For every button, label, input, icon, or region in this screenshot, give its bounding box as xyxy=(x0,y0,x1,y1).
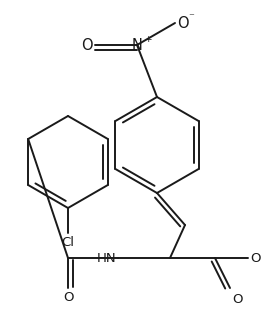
Text: OH: OH xyxy=(250,251,261,265)
Text: O: O xyxy=(232,293,242,306)
Text: O: O xyxy=(81,38,93,52)
Text: +: + xyxy=(144,35,151,44)
Text: N: N xyxy=(132,38,143,52)
Text: Cl: Cl xyxy=(62,236,74,249)
Text: ⁻: ⁻ xyxy=(188,12,194,22)
Text: O: O xyxy=(177,16,189,30)
Text: O: O xyxy=(63,291,73,304)
Text: HN: HN xyxy=(96,251,116,265)
